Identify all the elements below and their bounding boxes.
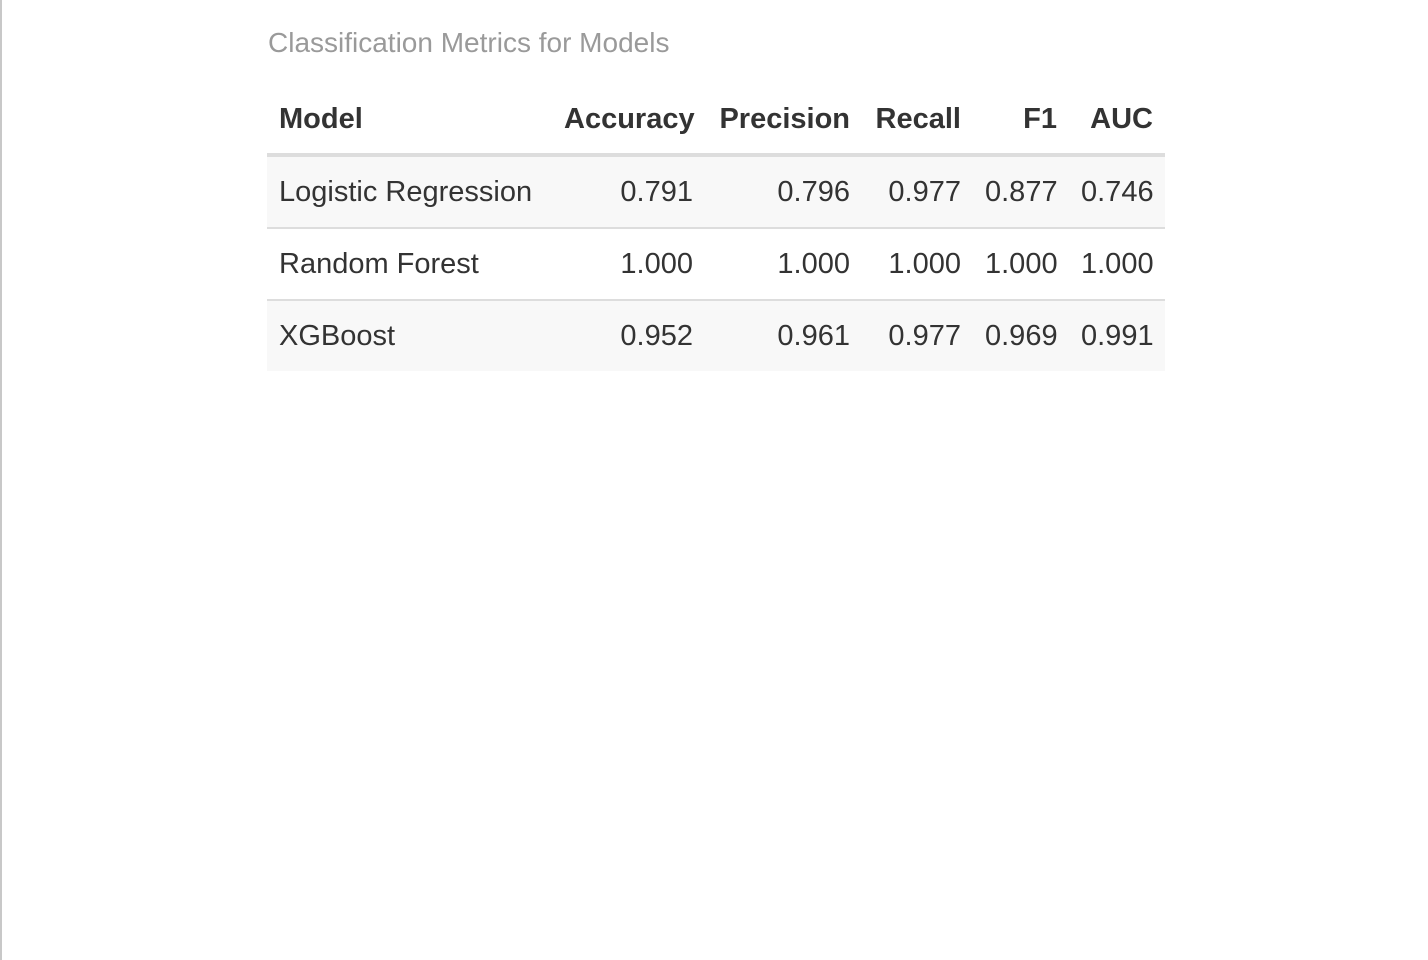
cell-auc: 0.746 (1069, 155, 1165, 228)
header-precision: Precision (705, 85, 862, 157)
header-recall: Recall (862, 85, 973, 157)
cell-model: Logistic Regression (267, 155, 552, 228)
table-caption: Classification Metrics for Models (268, 27, 670, 58)
cell-model: XGBoost (267, 299, 552, 371)
cell-model: Random Forest (267, 227, 552, 300)
cell-recall: 1.000 (862, 227, 973, 300)
cell-precision: 0.961 (705, 299, 862, 371)
cell-accuracy: 1.000 (552, 227, 705, 300)
cell-f1: 0.877 (973, 155, 1069, 228)
metrics-table: Model Accuracy Precision Recall F1 AUC L… (267, 85, 1165, 371)
cell-auc: 1.000 (1069, 227, 1165, 300)
header-auc: AUC (1069, 85, 1165, 157)
table-row: Random Forest 1.000 1.000 1.000 1.000 1.… (267, 227, 1165, 300)
table-row: Logistic Regression 0.791 0.796 0.977 0.… (267, 155, 1165, 228)
cell-precision: 1.000 (705, 227, 862, 300)
header-f1: F1 (973, 85, 1069, 157)
header-row: Model Accuracy Precision Recall F1 AUC (267, 85, 1165, 157)
cell-recall: 0.977 (862, 155, 973, 228)
cell-accuracy: 0.952 (552, 299, 705, 371)
header-model: Model (267, 85, 552, 157)
table-row: XGBoost 0.952 0.961 0.977 0.969 0.991 (267, 299, 1165, 371)
cell-accuracy: 0.791 (552, 155, 705, 228)
cell-recall: 0.977 (862, 299, 973, 371)
table-container: Classification Metrics for Models Model … (267, 20, 1165, 371)
cell-f1: 0.969 (973, 299, 1069, 371)
cell-f1: 1.000 (973, 227, 1069, 300)
cell-precision: 0.796 (705, 155, 862, 228)
header-accuracy: Accuracy (552, 85, 705, 157)
cell-auc: 0.991 (1069, 299, 1165, 371)
window-left-border (0, 0, 2, 960)
